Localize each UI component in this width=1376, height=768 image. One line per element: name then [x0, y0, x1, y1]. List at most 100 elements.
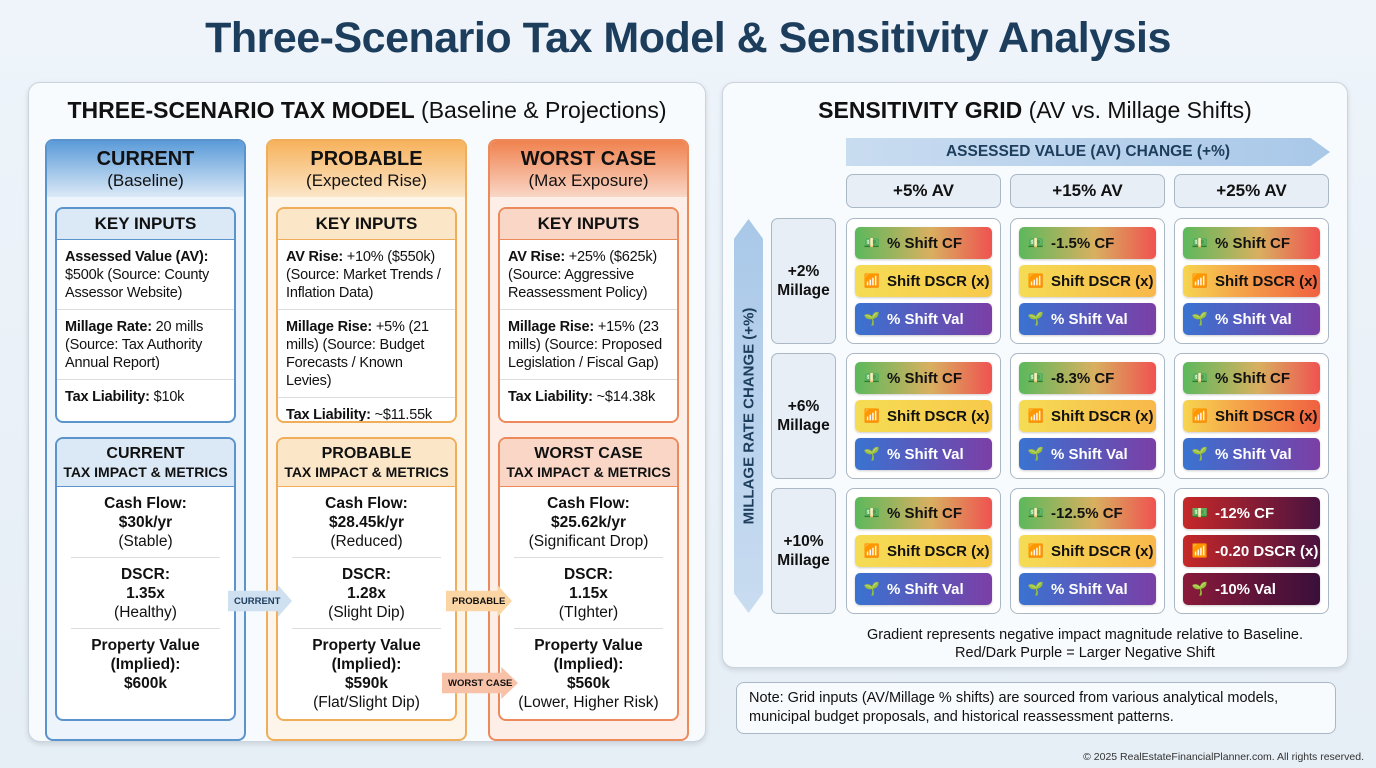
column-header: +25% AV [1174, 174, 1329, 208]
panel-title-rest: (AV vs. Millage Shifts) [1022, 97, 1252, 123]
key-inputs-title: KEY INPUTS [57, 209, 234, 240]
scenario-subtitle: (Baseline) [107, 171, 184, 190]
scenario-header: PROBABLE (Expected Rise) [268, 141, 465, 197]
dscr-shift-pill: 📶 Shift DSCR (x) [855, 265, 992, 297]
input-label: Tax Liability: [508, 389, 593, 405]
input-text: $500k (Source: County Assessor Website) [65, 267, 210, 301]
scenario-name: PROBABLE [310, 148, 423, 170]
grid-legend: Gradient represents negative impact magn… [723, 626, 1347, 662]
panel-title-bold: SENSITIVITY GRID [818, 97, 1023, 123]
row-header: +2% Millage [771, 218, 836, 344]
metric-note: (Lower, Higher Risk) [518, 694, 659, 711]
cash-flow-icon: 💵 [1191, 370, 1209, 385]
metric-value: $25.62k/yr [551, 514, 626, 531]
cash-flow-icon: 💵 [863, 235, 881, 250]
metric-item: Cash Flow: $30k/yr (Stable) [71, 487, 220, 558]
dscr-shift-pill: 📶 -0.20 DSCR (x) [1183, 535, 1320, 567]
pill-text: % Shift Val [1051, 445, 1128, 463]
input-label: Tax Liability: [65, 389, 150, 405]
metric-item: Property Value (Implied): $600k [71, 629, 220, 699]
metric-label: DSCR: [563, 566, 614, 583]
row-header: +10% Millage [771, 488, 836, 614]
metric-note: (Slight Dip) [328, 604, 405, 621]
pill-text: % Shift CF [1215, 369, 1290, 387]
cash-flow-icon: 💵 [1027, 235, 1045, 250]
cash-flow-icon: 💵 [863, 505, 881, 520]
impact-name: PROBABLE [321, 445, 412, 462]
note-box: Note: Grid inputs (AV/Millage % shifts) … [736, 682, 1336, 734]
input-text: $10k [149, 389, 185, 405]
input-label: Assessed Value (AV): [65, 249, 209, 265]
metric-label: DSCR: [341, 566, 392, 583]
pill-text: % Shift Val [1051, 580, 1128, 598]
value-shift-pill: 🌱 % Shift Val [855, 573, 992, 605]
bar-chart-icon: 📶 [1191, 273, 1209, 288]
arrow-label: PROBABLE [452, 595, 506, 607]
column-header: +15% AV [1010, 174, 1165, 208]
scenario-column-2: WORST CASE (Max Exposure) KEY INPUTS AV Ris… [488, 139, 689, 741]
grid-cell: 💵 % Shift CF 📶 Shift DSCR (x) 🌱 % Shift Val [846, 353, 1001, 479]
impact-box: CURRENT TAX IMPACT & METRICS Cash Flow: $30… [55, 437, 236, 721]
av-axis-arrow: ASSESSED VALUE (AV) CHANGE (+%) [846, 138, 1330, 166]
pill-text: -1.5% CF [1051, 234, 1115, 252]
input-item: Millage Rate: 20 mills (Source: Tax Auth… [57, 310, 234, 380]
cash-flow-icon: 💵 [1191, 505, 1209, 520]
grid-cell: 💵 % Shift CF 📶 Shift DSCR (x) 🌱 % Shift Val [846, 488, 1001, 614]
metric-label: DSCR: [120, 566, 171, 583]
pill-text: Shift DSCR (x) [887, 272, 990, 290]
metric-label: Cash Flow: [104, 495, 187, 512]
metric-value: 1.15x [569, 585, 608, 602]
cf-shift-pill: 💵 % Shift CF [855, 497, 992, 529]
value-growth-icon: 🌱 [863, 581, 881, 596]
dscr-shift-pill: 📶 Shift DSCR (x) [1019, 265, 1156, 297]
input-label: Millage Rate: [65, 319, 152, 335]
panel-title: SENSITIVITY GRID (AV vs. Millage Shifts) [723, 97, 1347, 124]
metric-value: $560k [566, 675, 611, 692]
pill-text: -8.3% CF [1051, 369, 1115, 387]
bar-chart-icon: 📶 [1191, 543, 1209, 558]
impact-title: CURRENT TAX IMPACT & METRICS [57, 439, 234, 487]
pill-text: -12.5% CF [1051, 504, 1123, 522]
metric-value: $28.45k/yr [329, 514, 404, 531]
arrow-label: WORST CASE [448, 677, 513, 689]
scenario-column-1: PROBABLE (Expected Rise) KEY INPUTS AV Rise… [266, 139, 467, 741]
pill-text: % Shift Val [1215, 445, 1292, 463]
panel-title-rest: (Baseline & Projections) [414, 97, 667, 123]
value-shift-pill: 🌱 % Shift Val [1019, 303, 1156, 335]
input-item: AV Rise: +25% ($625k) (Source: Aggressiv… [500, 240, 677, 310]
arrow-label: CURRENT [234, 595, 281, 607]
cf-shift-pill: 💵 % Shift CF [855, 227, 992, 259]
scenario-subtitle: (Max Exposure) [528, 171, 649, 190]
value-growth-icon: 🌱 [1191, 446, 1209, 461]
metric-note: (Significant Drop) [528, 533, 649, 550]
grid-cell: 💵 -12.5% CF 📶 Shift DSCR (x) 🌱 % Shift Val [1010, 488, 1165, 614]
scenario-column-0: CURRENT (Baseline) KEY INPUTS Assessed Valu… [45, 139, 246, 741]
cash-flow-icon: 💵 [1027, 370, 1045, 385]
input-text: +10% ($550k) (Source: Market Trends / In… [286, 249, 441, 301]
value-growth-icon: 🌱 [1027, 311, 1045, 326]
metric-value: 1.28x [347, 585, 386, 602]
bar-chart-icon: 📶 [1027, 543, 1045, 558]
value-shift-pill: 🌱 -10% Val [1183, 573, 1320, 605]
cash-flow-icon: 💵 [1027, 505, 1045, 520]
pill-text: % Shift Val [887, 310, 964, 328]
millage-axis-label: MILLAGE RATE CHANGE (+%) [740, 307, 757, 525]
bar-chart-icon: 📶 [863, 543, 881, 558]
input-text: +15% (23 mills) (Source: Proposed Legisl… [508, 319, 662, 371]
metric-item: DSCR: 1.15x (TIghter) [514, 558, 663, 629]
metric-label: Property Value (Implied): [534, 637, 643, 673]
copyright: © 2025 RealEstateFinancialPlanner.com. A… [1083, 751, 1364, 763]
panel-title: THREE-SCENARIO TAX MODEL (Baseline & Pro… [29, 97, 705, 124]
dscr-shift-pill: 📶 Shift DSCR (x) [1183, 265, 1320, 297]
metric-value: $30k/yr [118, 514, 173, 531]
metric-label: Property Value (Implied): [91, 637, 200, 673]
impact-subtitle: TAX IMPACT & METRICS [506, 464, 671, 480]
cash-flow-icon: 💵 [1191, 235, 1209, 250]
scenario-name: CURRENT [96, 148, 195, 170]
input-item: AV Rise: +10% ($550k) (Source: Market Tr… [278, 240, 455, 310]
metric-note: (Stable) [118, 533, 173, 550]
pill-text: Shift DSCR (x) [1051, 272, 1154, 290]
dscr-shift-pill: 📶 Shift DSCR (x) [1183, 400, 1320, 432]
input-label: Tax Liability: [286, 407, 371, 423]
dscr-shift-pill: 📶 Shift DSCR (x) [855, 535, 992, 567]
